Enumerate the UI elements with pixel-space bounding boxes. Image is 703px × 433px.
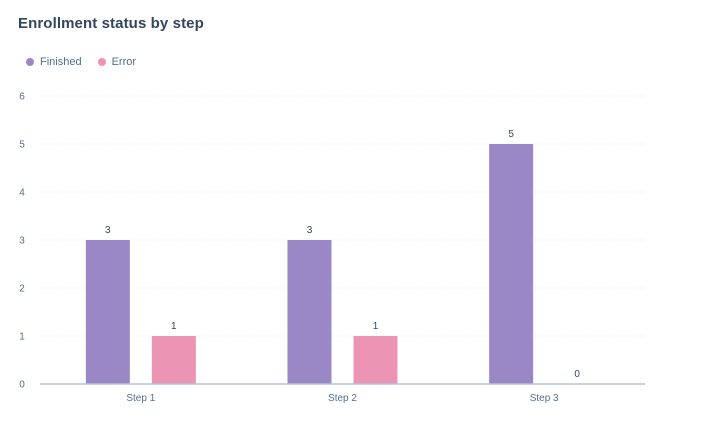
legend-item-finished[interactable]: Finished (26, 56, 82, 68)
data-label-error-step-3: 0 (574, 369, 580, 380)
x-tick-label-step-1: Step 1 (126, 393, 155, 404)
data-label-error-step-1: 1 (171, 321, 177, 332)
chart-legend: Finished Error (26, 56, 152, 68)
y-tick-label-0: 0 (19, 380, 25, 391)
x-tick-label-step-3: Step 3 (530, 393, 559, 404)
legend-swatch-finished (26, 58, 34, 66)
y-tick-label-6: 6 (19, 92, 25, 103)
legend-swatch-error (97, 58, 106, 66)
data-label-finished-step-1: 3 (105, 225, 111, 236)
data-label-finished-step-3: 5 (508, 129, 514, 140)
bar-finished-step-2 (287, 240, 332, 384)
bar-error-step-2 (353, 336, 398, 384)
y-tick-label-3: 3 (19, 236, 25, 247)
chart-title: Enrollment status by step (18, 15, 204, 32)
bar-error-step-1 (151, 336, 196, 384)
bar-finished-step-1 (85, 240, 130, 384)
bar-finished-step-3 (489, 144, 534, 384)
legend-label-error: Error (111, 56, 137, 68)
data-label-finished-step-2: 3 (307, 225, 313, 236)
y-tick-label-4: 4 (19, 188, 25, 199)
y-tick-label-5: 5 (19, 140, 25, 151)
data-label-error-step-2: 1 (373, 321, 379, 332)
legend-item-error[interactable]: Error (97, 56, 137, 68)
y-tick-label-2: 2 (19, 284, 25, 295)
y-tick-label-1: 1 (19, 332, 25, 343)
legend-label-finished: Finished (40, 56, 82, 68)
x-tick-label-step-2: Step 2 (328, 393, 357, 404)
